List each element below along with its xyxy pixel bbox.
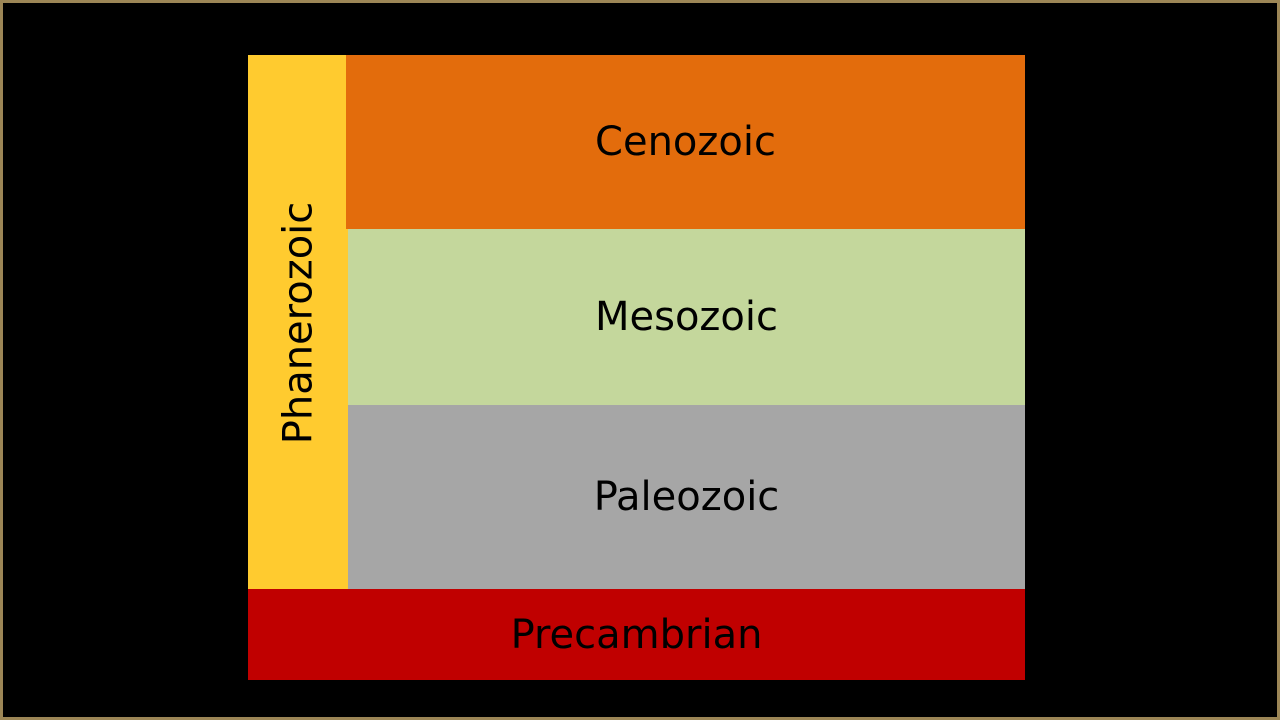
era-label: Paleozoic (593, 474, 780, 520)
eon-label: Phanerozoic (275, 201, 321, 444)
base-label: Precambrian (510, 611, 763, 658)
base-block: Precambrian (248, 589, 1025, 680)
eon-block: Phanerozoic (248, 55, 348, 590)
era-label: Mesozoic (594, 294, 778, 340)
era-block: Mesozoic (348, 229, 1025, 405)
era-label: Cenozoic (595, 119, 776, 165)
era-block: Paleozoic (348, 405, 1025, 589)
era-block: Cenozoic (346, 55, 1025, 229)
